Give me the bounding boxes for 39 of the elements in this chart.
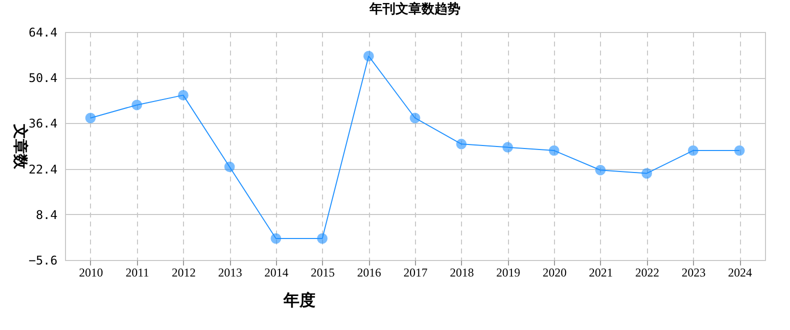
x-tick-label: 2023 <box>682 266 706 280</box>
point <box>363 50 374 62</box>
x-tick-label: 2016 <box>357 266 382 280</box>
point <box>132 100 142 110</box>
y-tick-label: 8.4 <box>36 208 58 222</box>
x-tick-label: 2017 <box>404 266 428 280</box>
x-tick-label: 2013 <box>218 266 242 280</box>
x-tick-label: 2011 <box>126 266 150 280</box>
x-tick-label: 2022 <box>635 266 660 280</box>
y-axis-title: 文章数 <box>12 123 30 170</box>
x-tick-label: 2014 <box>264 266 288 280</box>
x-tick-label: 2019 <box>496 266 520 280</box>
point <box>642 168 652 179</box>
x-tick-label: 2012 <box>172 266 196 280</box>
point <box>178 90 188 100</box>
point <box>595 164 606 176</box>
y-tick-label: 22.4 <box>28 162 58 176</box>
point <box>317 233 328 244</box>
point <box>502 142 513 153</box>
point <box>548 145 560 156</box>
x-tick-label: 2018 <box>450 266 474 280</box>
point <box>734 145 745 156</box>
y-tick-label: 50.4 <box>28 71 58 86</box>
x-tick-label: 2021 <box>588 266 613 280</box>
point <box>224 162 235 172</box>
point <box>688 145 698 156</box>
x-axis-title: 年度 <box>282 290 316 310</box>
x-tick-label: 2015 <box>310 266 335 280</box>
point <box>270 233 282 244</box>
chart-title: 年刊文章数趋势 <box>368 1 460 16</box>
x-tick-label: 2024 <box>728 266 752 280</box>
x-tick-label: 2020 <box>542 266 567 280</box>
x-tick-label: 2010 <box>78 266 103 280</box>
y-tick-label: −5.6 <box>28 254 58 268</box>
point <box>410 112 420 124</box>
point <box>456 138 467 150</box>
point <box>85 112 96 124</box>
y-tick-label: 36.4 <box>28 116 58 131</box>
y-tick-label: 64.4 <box>28 26 58 40</box>
